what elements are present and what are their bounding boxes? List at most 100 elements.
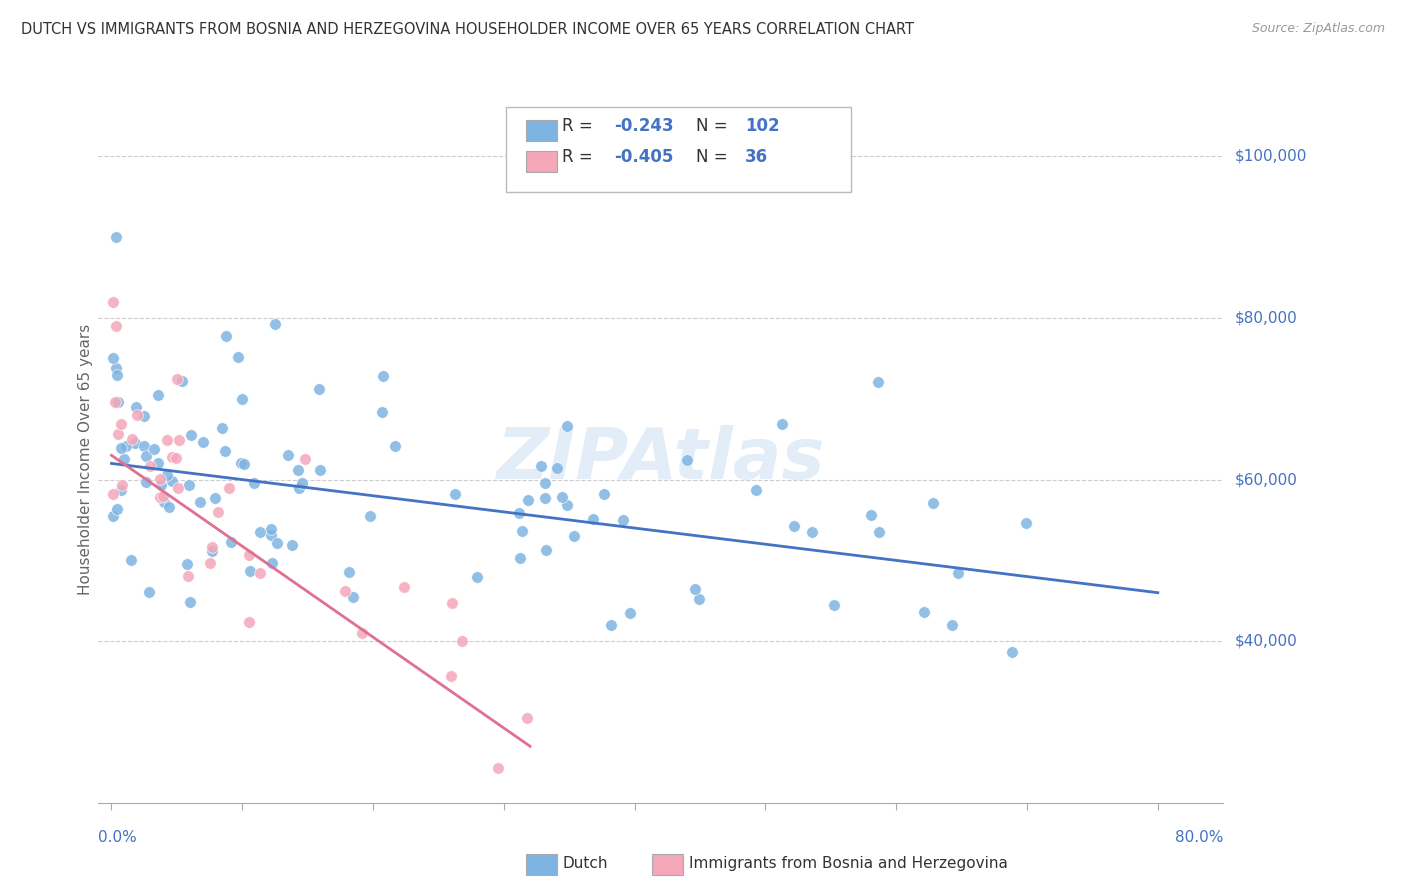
Text: N =: N =: [696, 148, 733, 166]
Point: [132, 439, 155, 453]
Point: [149, 491, 172, 505]
Point: [683, 582, 706, 596]
Point: [211, 421, 233, 435]
Point: [371, 405, 394, 419]
Point: [150, 477, 173, 491]
Point: [534, 491, 557, 505]
Point: [517, 492, 540, 507]
Point: [160, 450, 183, 465]
Point: [101, 508, 124, 523]
Text: Immigrants from Bosnia and Herzegovina: Immigrants from Bosnia and Herzegovina: [689, 856, 1008, 871]
Point: [371, 369, 394, 384]
Point: [392, 580, 415, 594]
Point: [139, 459, 162, 474]
Point: [156, 433, 179, 447]
Text: -0.243: -0.243: [614, 117, 673, 135]
Y-axis label: Householder Income Over 65 years: Householder Income Over 65 years: [77, 324, 93, 595]
Point: [110, 441, 132, 455]
Point: [204, 491, 226, 506]
Point: [941, 617, 963, 632]
Point: [120, 553, 142, 567]
Point: [191, 434, 214, 449]
Point: [101, 294, 124, 309]
Point: [231, 392, 253, 406]
Point: [107, 427, 129, 442]
Point: [384, 439, 406, 453]
Point: [441, 597, 464, 611]
Point: [132, 409, 155, 424]
Point: [110, 417, 132, 431]
Point: [157, 500, 180, 515]
Point: [148, 456, 170, 470]
Point: [179, 478, 201, 492]
Point: [149, 472, 172, 486]
Point: [260, 522, 283, 536]
Point: [215, 329, 238, 343]
Point: [214, 444, 236, 458]
Point: [291, 476, 314, 491]
Point: [229, 456, 252, 470]
Text: $80,000: $80,000: [1234, 310, 1298, 326]
Text: 80.0%: 80.0%: [1175, 830, 1223, 846]
Text: DUTCH VS IMMIGRANTS FROM BOSNIA AND HERZEGOVINA HOUSEHOLDER INCOME OVER 65 YEARS: DUTCH VS IMMIGRANTS FROM BOSNIA AND HERZ…: [21, 22, 914, 37]
Point: [238, 615, 260, 630]
Point: [111, 478, 134, 492]
Point: [582, 511, 605, 525]
Point: [534, 476, 557, 491]
Point: [281, 537, 304, 551]
Point: [619, 606, 641, 620]
Point: [337, 566, 360, 580]
Point: [530, 458, 553, 473]
Text: $40,000: $40,000: [1234, 633, 1298, 648]
Point: [201, 540, 224, 554]
Point: [239, 564, 262, 578]
Point: [823, 599, 845, 613]
Point: [288, 481, 311, 495]
Point: [562, 529, 585, 543]
Text: Dutch: Dutch: [562, 856, 607, 871]
Point: [177, 569, 200, 583]
Point: [1001, 645, 1024, 659]
Point: [309, 463, 332, 477]
Point: [218, 481, 240, 495]
Point: [166, 372, 188, 386]
Text: Source: ZipAtlas.com: Source: ZipAtlas.com: [1251, 22, 1385, 36]
Text: N =: N =: [696, 117, 733, 135]
Text: -0.405: -0.405: [614, 148, 673, 166]
Text: 0.0%: 0.0%: [98, 830, 138, 846]
Point: [238, 548, 260, 562]
Point: [170, 375, 193, 389]
Point: [676, 452, 699, 467]
Point: [207, 505, 229, 519]
Point: [188, 494, 211, 508]
Point: [868, 524, 890, 539]
Point: [107, 394, 129, 409]
Point: [546, 461, 568, 475]
Point: [148, 388, 170, 402]
Point: [138, 585, 160, 599]
Point: [167, 482, 190, 496]
Point: [277, 448, 299, 462]
Point: [160, 475, 183, 489]
Point: [551, 490, 574, 504]
Point: [1015, 516, 1038, 531]
Point: [946, 566, 969, 580]
Point: [451, 634, 474, 648]
Point: [264, 318, 287, 332]
Point: [600, 618, 623, 632]
Text: 36: 36: [745, 148, 768, 166]
Point: [105, 368, 128, 382]
Point: [308, 382, 330, 396]
Text: R =: R =: [562, 117, 599, 135]
Point: [104, 361, 127, 376]
Point: [228, 350, 250, 364]
Point: [593, 486, 616, 500]
Point: [557, 498, 579, 512]
Point: [335, 583, 357, 598]
Point: [486, 761, 509, 775]
Text: ZIPAtlas: ZIPAtlas: [496, 425, 825, 494]
Point: [201, 544, 224, 558]
Point: [800, 524, 823, 539]
Point: [509, 550, 531, 565]
Point: [135, 475, 157, 489]
